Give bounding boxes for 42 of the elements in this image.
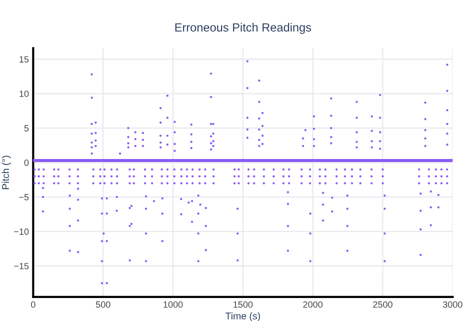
point <box>166 168 169 171</box>
point <box>324 168 327 171</box>
point <box>76 168 80 171</box>
point <box>110 168 113 171</box>
point <box>344 168 346 171</box>
y-axis-title: Pitch (°) <box>2 156 11 190</box>
point <box>308 168 312 171</box>
point <box>370 168 373 171</box>
x-tick-label: 500 <box>96 301 110 308</box>
point <box>144 168 146 171</box>
x-axis-title: Time (s) <box>226 312 260 321</box>
point <box>68 168 71 171</box>
point <box>173 168 176 171</box>
chart-title: Erroneous Pitch Readings <box>175 22 312 34</box>
point <box>350 168 354 171</box>
point <box>186 168 188 171</box>
x-tick-label: 0 <box>31 301 36 308</box>
y-tick-label: 15 <box>20 56 29 63</box>
y-tick-label: 5 <box>24 125 29 132</box>
y-tick-label: −15 <box>14 262 29 270</box>
x-tick-label: 2000 <box>303 301 323 308</box>
point <box>198 168 201 171</box>
point <box>282 168 285 171</box>
y-tick-label: 10 <box>20 90 29 97</box>
y-tick-label: −5 <box>19 194 29 200</box>
point <box>103 168 106 171</box>
point <box>212 168 215 171</box>
point <box>288 168 290 171</box>
point <box>116 168 118 171</box>
point <box>33 168 36 171</box>
point <box>150 168 154 171</box>
point <box>191 168 194 171</box>
x-tick-label: 1000 <box>164 301 183 308</box>
y-tick-label: −10 <box>14 228 29 235</box>
point <box>440 168 443 171</box>
point <box>233 168 236 171</box>
y-tick-label: 0 <box>24 160 29 166</box>
x-tick-label: 2500 <box>373 301 392 308</box>
x-tick-label: 3000 <box>442 301 462 308</box>
x-tick-label: 1500 <box>234 301 253 308</box>
point <box>247 168 250 171</box>
point <box>446 168 448 171</box>
